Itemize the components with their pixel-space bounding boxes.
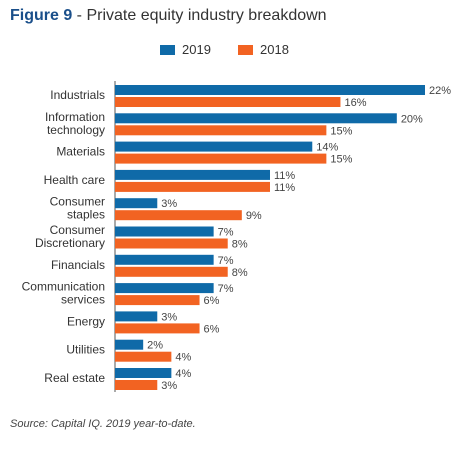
data-label-2018: 6% bbox=[204, 323, 220, 335]
data-label-2018: 4% bbox=[175, 352, 191, 364]
data-label-2019: 3% bbox=[161, 311, 177, 323]
data-label-2019: 14% bbox=[316, 142, 338, 154]
category-label: Utilities bbox=[66, 343, 105, 357]
legend-label-2019: 2019 bbox=[182, 42, 211, 57]
data-label-2018: 8% bbox=[232, 239, 248, 251]
bar-2018 bbox=[115, 351, 172, 362]
legend-item-2019: 2019 bbox=[160, 42, 211, 57]
category-label: Industrials bbox=[50, 88, 105, 102]
data-label-2018: 9% bbox=[246, 210, 262, 222]
bar-2018 bbox=[115, 153, 327, 164]
data-label-2018: 3% bbox=[161, 380, 177, 392]
category-label: Consumer bbox=[50, 223, 105, 237]
data-label-2019: 7% bbox=[218, 255, 234, 267]
category-label: services bbox=[61, 293, 105, 307]
bar-2019 bbox=[115, 368, 172, 378]
bar-2019 bbox=[115, 283, 214, 294]
legend-swatch-2019 bbox=[160, 44, 175, 55]
data-label-2019: 11% bbox=[274, 170, 295, 182]
category-label: Information bbox=[45, 110, 105, 124]
chart-title: Figure 9 - Private equity industry break… bbox=[10, 7, 327, 25]
bar-2018 bbox=[115, 295, 200, 306]
category-label: Consumer bbox=[50, 195, 105, 209]
bar-2018 bbox=[115, 181, 270, 192]
bar-2018 bbox=[115, 323, 200, 334]
bar-2018 bbox=[115, 125, 327, 136]
legend-swatch-2018 bbox=[238, 44, 253, 55]
category-label: Discretionary bbox=[35, 236, 105, 250]
data-label-2019: 7% bbox=[218, 283, 234, 295]
bar-2019 bbox=[115, 113, 397, 124]
bar-2018 bbox=[115, 266, 228, 277]
category-label: technology bbox=[47, 123, 105, 137]
bar-2018 bbox=[115, 380, 158, 390]
data-label-2018: 16% bbox=[344, 97, 366, 109]
category-label: staples bbox=[67, 208, 105, 222]
bar-2018 bbox=[115, 210, 242, 221]
source-note: Source: Capital IQ. 2019 year-to-date. bbox=[10, 418, 196, 430]
bar-2019 bbox=[115, 311, 158, 322]
data-label-2019: 20% bbox=[401, 113, 423, 125]
bar-2019 bbox=[115, 226, 214, 237]
bar-2019 bbox=[115, 339, 144, 350]
data-label-2018: 15% bbox=[330, 154, 352, 166]
bar-2019 bbox=[115, 85, 425, 95]
category-label: Health care bbox=[44, 173, 106, 187]
data-label-2019: 3% bbox=[161, 198, 177, 210]
data-label-2018: 8% bbox=[232, 267, 248, 279]
data-label-2019: 4% bbox=[175, 368, 191, 380]
bar-2019 bbox=[115, 198, 158, 209]
figure-title: - Private equity industry breakdown bbox=[72, 7, 327, 24]
data-label-2018: 11% bbox=[274, 182, 295, 194]
data-label-2018: 15% bbox=[330, 125, 352, 137]
data-label-2019: 7% bbox=[218, 227, 234, 239]
category-label: Communication bbox=[22, 280, 105, 294]
bar-2018 bbox=[115, 238, 228, 249]
legend-item-2018: 2018 bbox=[238, 42, 289, 57]
category-label: Real estate bbox=[44, 371, 105, 385]
category-label: Materials bbox=[56, 145, 105, 159]
bar-2019 bbox=[115, 254, 214, 265]
figure-number: Figure 9 bbox=[10, 7, 73, 24]
data-label-2019: 2% bbox=[147, 340, 163, 352]
legend: 2019 2018 bbox=[0, 42, 468, 60]
data-label-2018: 6% bbox=[204, 295, 220, 307]
data-label-2019: 22% bbox=[429, 85, 451, 97]
bar-2019 bbox=[115, 169, 270, 180]
bar-2018 bbox=[115, 97, 341, 107]
category-label: Energy bbox=[67, 314, 105, 328]
bar-2019 bbox=[115, 141, 313, 152]
legend-label-2018: 2018 bbox=[260, 42, 289, 57]
category-label: Financials bbox=[51, 258, 105, 272]
